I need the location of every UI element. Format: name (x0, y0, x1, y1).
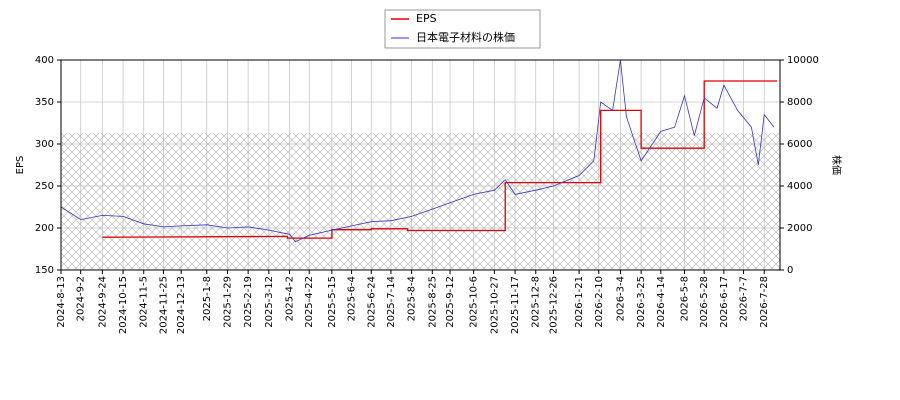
series-line (60, 59, 775, 243)
x-tick-label: 2024-11-25 (158, 276, 169, 334)
y-tick-label: 350 (35, 97, 54, 108)
plot (60, 59, 777, 243)
x-tick-label: 2025-8-25 (427, 276, 438, 328)
y-tick-label: 250 (35, 181, 54, 192)
y2-tick-label: 8000 (787, 97, 812, 108)
x-tick-label: 2026-5-8 (679, 276, 690, 321)
x-tick-label: 2025-6-4 (347, 276, 358, 321)
y2-axis-label: 株価 (830, 155, 843, 175)
y-tick-label: 150 (35, 265, 54, 276)
x-tick-label: 2025-4-2 (285, 276, 296, 321)
x-tick-label: 2025-10-6 (469, 276, 480, 328)
x-tick-label: 2024-11-5 (139, 276, 150, 328)
legend-box (384, 9, 541, 49)
x-tick-label: 2024-12-13 (176, 276, 187, 334)
x-tick-label: 2025-5-15 (327, 276, 338, 328)
y2-tick-label: 4000 (787, 181, 812, 192)
x-tick-label: 2026-6-17 (719, 276, 730, 328)
x-tick-label: 2025-1-8 (202, 276, 213, 321)
x-tick-label: 2025-12-26 (548, 276, 559, 334)
x-tick-label: 2025-10-27 (489, 276, 500, 334)
x-tick-label: 2026-3-4 (615, 276, 626, 321)
x-tick-label: 2026-3-25 (636, 276, 647, 328)
y-tick-label: 300 (35, 139, 54, 150)
legend-label: 日本電子材料の株価 (416, 30, 515, 44)
x-tick-label: 2026-5-28 (699, 276, 710, 328)
x-tick-label: 2025-11-17 (510, 276, 521, 334)
x-tick-label: 2025-8-4 (407, 276, 418, 321)
x-tick-label: 2025-6-24 (366, 276, 377, 328)
x-tick-label: 2025-1-29 (222, 276, 233, 328)
y-axis-label: EPS (15, 156, 26, 175)
legend-label: EPS (416, 12, 437, 25)
x-tick-label: 2025-7-14 (386, 276, 397, 328)
x-tick-label: 2026-2-10 (594, 276, 605, 328)
plot-frame (60, 59, 781, 271)
x-tick-label: 2026-4-14 (656, 276, 667, 328)
x-tick-label: 2026-7-7 (739, 276, 750, 321)
series-line (102, 80, 777, 239)
x-tick-label: 2025-2-19 (243, 276, 254, 328)
y2-tick-label: 2000 (787, 223, 812, 234)
x-tick-label: 2024-9-2 (76, 276, 87, 321)
x-tick-label: 2026-7-28 (759, 276, 770, 328)
y-tick-label: 400 (35, 55, 54, 66)
x-tick-label: 2024-10-15 (118, 276, 129, 334)
legend: EPS 日本電子材料の株価 (384, 9, 541, 49)
y-tick-label: 200 (35, 223, 54, 234)
x-tick-label: 2025-3-12 (264, 276, 275, 328)
x-tick-label: 2024-9-24 (97, 276, 108, 328)
hatched-area (61, 133, 780, 270)
x-tick-label: 2025-4-22 (304, 276, 315, 328)
y2-tick-label: 0 (787, 265, 793, 276)
x-tick-label: 2025-12-8 (531, 276, 542, 328)
y2-tick-label: 6000 (787, 139, 812, 150)
x-tick-label: 2026-1-21 (574, 276, 585, 328)
x-tick-label: 2025-9-12 (445, 276, 456, 328)
y2-tick-label: 10000 (787, 55, 819, 66)
x-tick-label: 2024-8-13 (56, 276, 67, 328)
